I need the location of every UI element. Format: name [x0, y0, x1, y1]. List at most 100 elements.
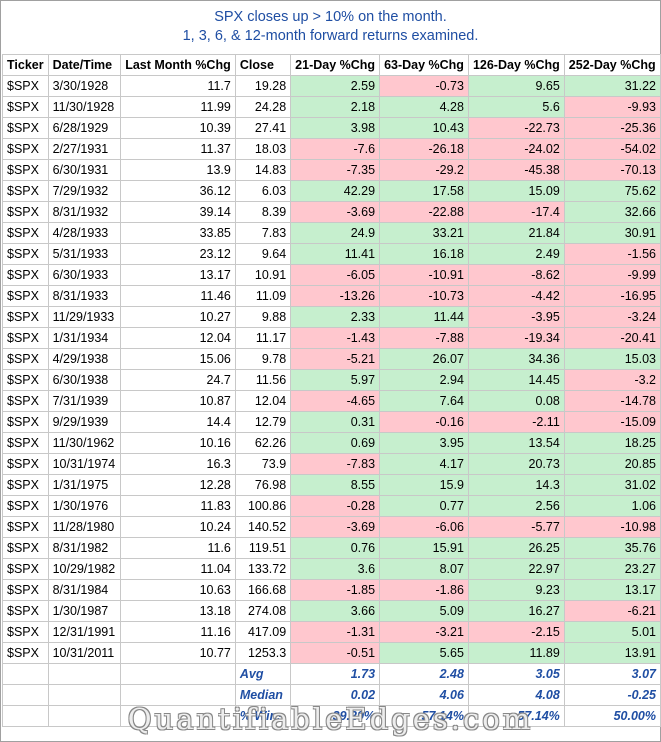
table-cell: 417.09: [234, 621, 292, 643]
table-cell: 26.25: [467, 537, 565, 559]
table-cell: 21.84: [467, 222, 565, 244]
table-cell: 10/31/1974: [47, 453, 122, 475]
summary-value: 39.29%: [290, 705, 381, 727]
table-cell: $SPX: [2, 495, 49, 517]
table-row: $SPX 10/31/1974 16.3 73.9 -7.83 4.17 20.73 20.8…: [2, 453, 661, 475]
table-cell: $SPX: [2, 537, 49, 559]
table-cell: 0.08: [467, 390, 565, 412]
table-cell: $SPX: [2, 621, 49, 643]
table-cell: 2/27/1931: [47, 138, 122, 160]
table-cell: 9/29/1939: [47, 411, 122, 433]
summary-value: 3.05: [467, 663, 565, 685]
table-cell: 4/28/1933: [47, 222, 122, 244]
table-cell: -45.38: [467, 159, 565, 181]
table-cell: 11.04: [120, 558, 236, 580]
table-cell: 13.17: [563, 579, 661, 601]
table-cell: 8/31/1982: [47, 537, 122, 559]
table-cell: 3.66: [290, 600, 381, 622]
table-cell: 5.97: [290, 369, 381, 391]
table-cell: -29.2: [379, 159, 469, 181]
table-cell: 73.9: [234, 453, 292, 475]
table-cell: $SPX: [2, 474, 49, 496]
table-cell: 10.24: [120, 516, 236, 538]
table-cell: 19.28: [234, 75, 292, 97]
table-cell: 2.56: [467, 495, 565, 517]
table-cell: 14.45: [467, 369, 565, 391]
table-cell: 9.88: [234, 306, 292, 328]
table-cell: 2.49: [467, 243, 565, 265]
table-cell: 15.9: [379, 474, 469, 496]
table-cell: -1.86: [379, 579, 469, 601]
table-cell: 5.6: [467, 96, 565, 118]
table-cell: -16.95: [563, 285, 661, 307]
table-cell: 4/29/1938: [47, 348, 122, 370]
table-cell: 18.03: [234, 138, 292, 160]
col-header-ticker: Ticker: [2, 54, 49, 76]
table-cell: $SPX: [2, 159, 49, 181]
table-cell: 31.02: [563, 474, 661, 496]
table-cell: 14.83: [234, 159, 292, 181]
summary-label: Avg: [234, 663, 292, 685]
table-cell: 10/31/2011: [47, 642, 122, 664]
table-cell: 10.16: [120, 432, 236, 454]
table-cell: 11/28/1980: [47, 516, 122, 538]
table-cell: $SPX: [2, 516, 49, 538]
table-cell: $SPX: [2, 201, 49, 223]
table-cell: $SPX: [2, 264, 49, 286]
table-cell: 8/31/1933: [47, 285, 122, 307]
table-cell: 13.17: [120, 264, 236, 286]
table-row: $SPX 3/30/1928 11.7 19.28 2.59 -0.73 9.65 31.22: [2, 75, 661, 97]
table-cell: 13.9: [120, 159, 236, 181]
table-cell: 10.77: [120, 642, 236, 664]
table-cell: 24.9: [290, 222, 381, 244]
table-cell: 16.3: [120, 453, 236, 475]
table-cell: -0.28: [290, 495, 381, 517]
table-cell: 7/31/1939: [47, 390, 122, 412]
table-cell: 133.72: [234, 558, 292, 580]
table-cell: 7.83: [234, 222, 292, 244]
table-cell: -8.62: [467, 264, 565, 286]
table-cell: 6/30/1931: [47, 159, 122, 181]
table-cell: -26.18: [379, 138, 469, 160]
title-line-1: SPX closes up > 10% on the month.: [214, 9, 447, 25]
table-cell: 12/31/1991: [47, 621, 122, 643]
table-cell: -10.98: [563, 516, 661, 538]
table-cell: 3.6: [290, 558, 381, 580]
table-cell: $SPX: [2, 75, 49, 97]
table-cell: -3.2: [563, 369, 661, 391]
table-cell: 33.21: [379, 222, 469, 244]
table-cell: $SPX: [2, 600, 49, 622]
table-cell: 11.44: [379, 306, 469, 328]
col-header-date: Date/Time: [47, 54, 122, 76]
table-row: $SPX 12/31/1991 11.16 417.09 -1.31 -3.21 -2.15…: [2, 621, 661, 643]
table-cell: 3.98: [290, 117, 381, 139]
title-line-2: 1, 3, 6, & 12-month forward returns exam…: [182, 28, 479, 44]
table-row: $SPX 7/29/1932 36.12 6.03 42.29 17.58 15.09 75.…: [2, 180, 661, 202]
table-row: $SPX 8/31/1984 10.63 166.68 -1.85 -1.86 9.23 13…: [2, 579, 661, 601]
table-cell: -2.15: [467, 621, 565, 643]
table-cell: 5.65: [379, 642, 469, 664]
table-cell: -5.77: [467, 516, 565, 538]
table-cell: 20.85: [563, 453, 661, 475]
table-cell: 8.07: [379, 558, 469, 580]
table-cell: 6/28/1929: [47, 117, 122, 139]
table-cell: 12.04: [234, 390, 292, 412]
table-row: $SPX 11/30/1962 10.16 62.26 0.69 3.95 13.54 18.…: [2, 432, 661, 454]
table-cell: 11.6: [120, 537, 236, 559]
table-cell: $SPX: [2, 369, 49, 391]
table-cell: 35.76: [563, 537, 661, 559]
table-cell: $SPX: [2, 432, 49, 454]
table-row: $SPX 2/27/1931 11.37 18.03 -7.6 -26.18 -24.02-…: [2, 138, 661, 160]
table-cell: -10.73: [379, 285, 469, 307]
table-row: $SPX 6/30/1931 13.9 14.83 -7.35 -29.2 -45.38 -7…: [2, 159, 661, 181]
table-cell: 140.52: [234, 516, 292, 538]
table-cell: -4.42: [467, 285, 565, 307]
table-cell: 15.06: [120, 348, 236, 370]
table-cell: 274.08: [234, 600, 292, 622]
table-cell: -5.21: [290, 348, 381, 370]
table-cell: 9.23: [467, 579, 565, 601]
table-cell: 11.46: [120, 285, 236, 307]
table-cell: 11.7: [120, 75, 236, 97]
col-header-close: Close: [234, 54, 292, 76]
table-cell: 11/29/1933: [47, 306, 122, 328]
